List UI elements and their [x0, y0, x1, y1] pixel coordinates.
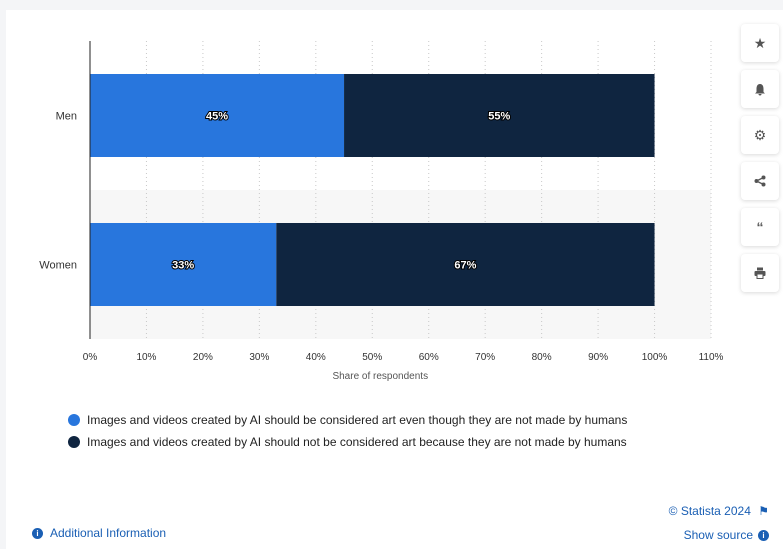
settings-button[interactable]: ⚙ — [741, 116, 779, 154]
x-tick-label: 50% — [362, 352, 382, 363]
legend-label: Images and videos created by AI should n… — [87, 435, 627, 449]
legend-marker — [68, 436, 80, 448]
legend-marker — [68, 414, 80, 426]
x-tick-label: 60% — [419, 352, 439, 363]
x-tick-label: 100% — [642, 352, 668, 363]
x-tick-label: 0% — [83, 352, 98, 363]
x-tick-label: 110% — [699, 352, 724, 363]
favorite-button[interactable]: ★ — [741, 24, 779, 62]
data-label: 55% — [488, 111, 510, 123]
info-icon: i — [32, 527, 43, 539]
x-tick-label: 70% — [475, 352, 495, 363]
x-tick-label: 80% — [532, 352, 552, 363]
gear-icon: ⚙ — [753, 126, 767, 143]
bar-segment[interactable] — [344, 74, 655, 157]
additional-information-link[interactable]: i Additional Information — [32, 526, 166, 540]
legend-item[interactable]: Images and videos created by AI should n… — [68, 431, 627, 453]
bar-chart: 45% 55% 33% 67% 0% 10% 20% 30% 40% 50% 60% 70% 80% 9… — [39, 41, 724, 382]
category-label: Men — [56, 111, 77, 123]
x-tick-label: 90% — [588, 352, 608, 363]
share-icon — [754, 175, 766, 187]
credit-text: © Statista 2024 — [668, 504, 751, 518]
category-label: Women — [39, 260, 77, 272]
legend-item[interactable]: Images and videos created by AI should b… — [68, 409, 627, 431]
info-icon: i — [758, 529, 769, 541]
chart-card: 45% 55% 33% 67% 0% 10% 20% 30% 40% 50% 60% 70% 80% 9… — [6, 10, 783, 549]
bar-segment[interactable] — [90, 223, 277, 306]
data-label: 33% — [172, 260, 194, 272]
x-tick-label: 10% — [136, 352, 156, 363]
x-axis-title: Share of respondents — [332, 371, 428, 382]
show-source-link[interactable]: Show source i — [684, 528, 769, 542]
cite-button[interactable]: “ — [741, 208, 779, 246]
legend: Images and videos created by AI should b… — [68, 409, 627, 453]
notification-button[interactable] — [741, 70, 779, 108]
legend-label: Images and videos created by AI should b… — [87, 413, 628, 427]
x-tick-label: 40% — [306, 352, 326, 363]
print-button[interactable] — [741, 254, 779, 292]
star-icon: ★ — [753, 34, 767, 51]
statista-credit-link[interactable]: © Statista 2024 ⚑ — [669, 504, 769, 518]
x-tick-label: 30% — [249, 352, 269, 363]
side-toolbar: ★ ⚙ “ — [741, 24, 779, 300]
additional-information-label: Additional Information — [50, 526, 167, 540]
bell-icon — [755, 83, 765, 95]
bar-segment[interactable] — [276, 223, 655, 306]
share-button[interactable] — [741, 162, 779, 200]
data-label: 45% — [206, 111, 228, 123]
show-source-label: Show source — [683, 528, 753, 542]
flag-icon: ⚑ — [758, 504, 769, 518]
bar-segment[interactable] — [90, 74, 345, 157]
x-tick-label: 20% — [193, 352, 213, 363]
quote-icon: “ — [756, 219, 764, 235]
print-icon — [754, 267, 766, 279]
data-label: 67% — [454, 260, 476, 272]
